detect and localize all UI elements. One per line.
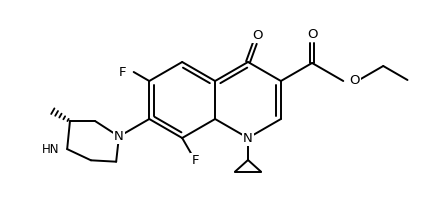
Text: O: O <box>252 29 263 42</box>
Text: N: N <box>114 130 124 143</box>
Text: F: F <box>191 154 199 167</box>
Text: O: O <box>349 74 360 88</box>
Text: HN: HN <box>42 143 59 156</box>
Text: N: N <box>243 131 253 145</box>
Text: O: O <box>307 27 317 41</box>
Text: F: F <box>119 66 127 78</box>
